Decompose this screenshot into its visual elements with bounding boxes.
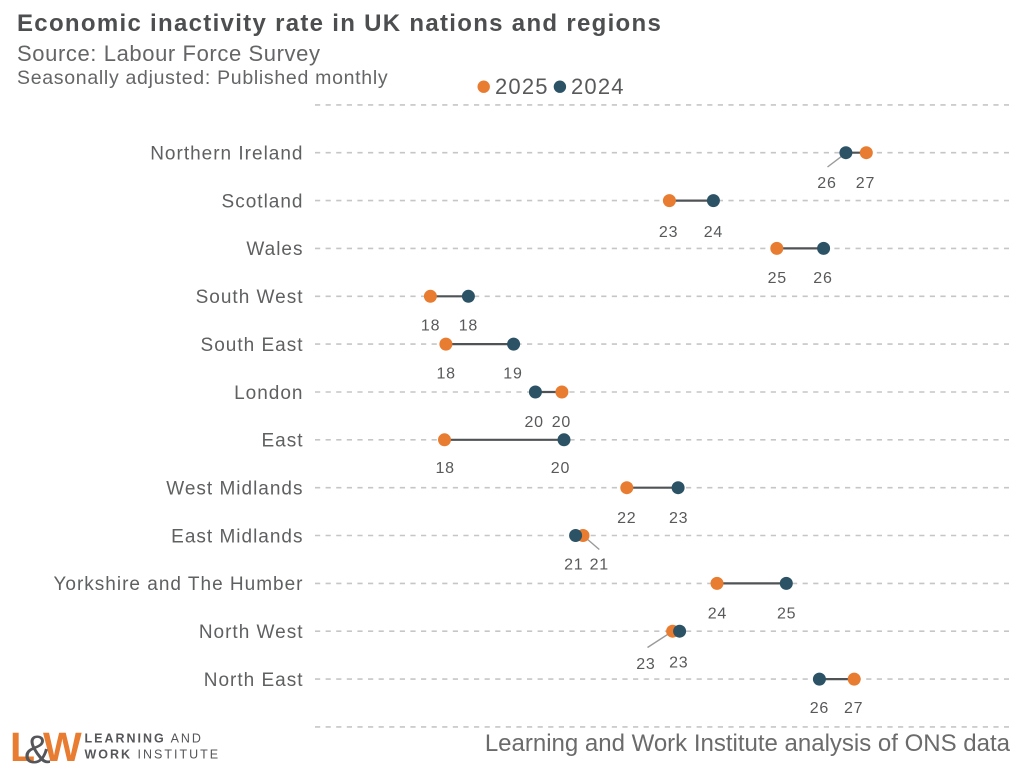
svg-text:&: &	[24, 728, 51, 772]
svg-text:WORK INSTITUTE: WORK INSTITUTE	[85, 748, 221, 762]
svg-text:East Midlands: East Midlands	[171, 526, 303, 547]
svg-text:25: 25	[768, 270, 787, 287]
svg-text:North West: North West	[199, 622, 304, 643]
svg-text:26: 26	[813, 270, 832, 287]
svg-text:18: 18	[436, 366, 455, 383]
svg-text:21: 21	[590, 557, 609, 574]
svg-text:Seasonally adjusted: Published: Seasonally adjusted: Published monthly	[17, 67, 388, 89]
svg-text:East: East	[261, 431, 303, 452]
svg-text:24: 24	[704, 224, 723, 241]
svg-text:Source: Labour Force Survey: Source: Labour Force Survey	[17, 41, 321, 66]
svg-text:South East: South East	[201, 335, 304, 356]
svg-text:24: 24	[708, 605, 727, 622]
svg-text:Learning and Work Institute an: Learning and Work Institute analysis of …	[485, 730, 1011, 757]
svg-text:L: L	[10, 724, 34, 770]
svg-text:22: 22	[617, 510, 636, 527]
svg-text:W: W	[43, 724, 82, 770]
svg-text:Economic inactivity rate in UK: Economic inactivity rate in UK nations a…	[17, 10, 662, 37]
svg-text:Northern Ireland: Northern Ireland	[150, 144, 303, 165]
svg-text:21: 21	[564, 557, 583, 574]
svg-text:23: 23	[659, 224, 678, 241]
svg-text:25: 25	[777, 605, 796, 622]
svg-text:18: 18	[459, 317, 478, 334]
svg-text:20: 20	[551, 460, 570, 477]
svg-text:North East: North East	[204, 670, 304, 691]
svg-text:Wales: Wales	[246, 239, 303, 260]
svg-text:2025: 2025	[495, 74, 549, 99]
svg-text:23: 23	[636, 656, 655, 673]
svg-text:LEARNING AND: LEARNING AND	[85, 732, 203, 746]
svg-text:18: 18	[435, 460, 454, 477]
svg-text:18: 18	[421, 317, 440, 334]
svg-text:26: 26	[817, 175, 836, 192]
svg-text:23: 23	[669, 510, 688, 527]
svg-text:27: 27	[844, 700, 863, 717]
svg-text:20: 20	[524, 414, 543, 431]
svg-text:26: 26	[810, 700, 829, 717]
svg-text:2024: 2024	[571, 74, 625, 99]
svg-text:West Midlands: West Midlands	[166, 479, 303, 500]
svg-text:Scotland: Scotland	[222, 191, 304, 212]
svg-text:South West: South West	[196, 287, 304, 308]
svg-text:27: 27	[856, 175, 875, 192]
svg-text:Yorkshire and The Humber: Yorkshire and The Humber	[53, 574, 303, 595]
svg-text:23: 23	[669, 654, 688, 671]
svg-text:20: 20	[552, 414, 571, 431]
svg-text:19: 19	[503, 366, 522, 383]
svg-text:London: London	[234, 383, 303, 404]
